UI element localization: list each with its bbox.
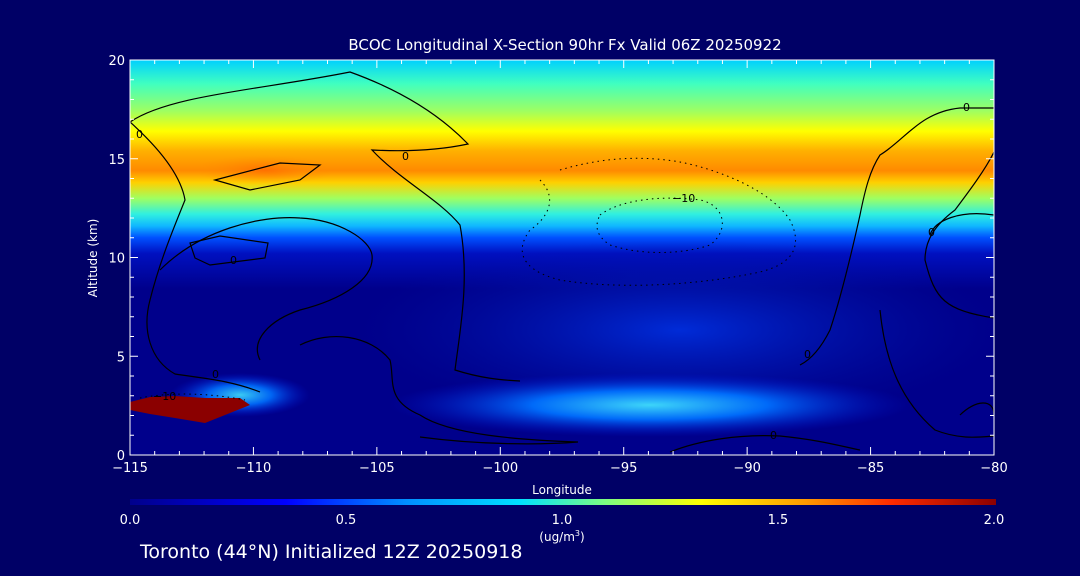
colorbar-tick-label: 1.5 (768, 513, 789, 528)
contour-label: 0 (230, 254, 237, 267)
x-tick-label: −90 (733, 461, 760, 476)
colorbar-unit-text: (ug/m (539, 530, 575, 544)
contour-label: 0 (212, 368, 219, 381)
x-tick-label: −85 (857, 461, 884, 476)
colorbar-tick-label: 1.0 (552, 513, 573, 528)
mid-level-blue-region (360, 240, 994, 420)
run-info-caption: Toronto (44°N) Initialized 12Z 20250918 (140, 541, 523, 563)
colorbar-tick-label: 0.0 (120, 513, 141, 528)
contour-label: −10 (672, 192, 695, 205)
x-tick-label: −110 (236, 461, 272, 476)
plot-area: 0 0 0 −10 0 0 0 −10 0 0 (130, 60, 994, 455)
y-tick-label: 10 (108, 252, 125, 267)
x-tick-label: −115 (112, 461, 148, 476)
colorbar-tick-label: 0.5 (336, 513, 357, 528)
x-axis: −115 −110 −105 −100 −95 −90 −85 −80 (112, 60, 1008, 476)
low-level-aerosol-layer (390, 373, 910, 437)
x-tick-label: −80 (980, 461, 1007, 476)
surface-band (130, 440, 994, 455)
colorbar-ticks: 0.0 0.5 1.0 1.5 2.0 (120, 513, 1005, 528)
contour-label: 0 (402, 150, 409, 163)
x-tick-label: −105 (359, 461, 395, 476)
y-axis-label: Altitude (km) (86, 219, 100, 298)
x-tick-label: −95 (610, 461, 637, 476)
y-tick-label: 5 (117, 350, 125, 365)
x-axis-label: Longitude (532, 483, 592, 497)
colorbar-gradient (130, 499, 996, 505)
y-tick-label: 0 (117, 449, 125, 464)
colorbar-unit-superscript: 3 (575, 529, 580, 538)
x-tick-label: −100 (482, 461, 518, 476)
high-concentration-plume (130, 396, 250, 423)
upper-layer-hotspot (195, 155, 335, 185)
colorbar-unit-close: ) (580, 530, 585, 544)
contour-label: 0 (963, 101, 970, 114)
y-axis: 0 5 10 15 20 (108, 54, 994, 464)
chart-title: BCOC Longitudinal X-Section 90hr Fx Vali… (348, 36, 781, 54)
contour-label: 0 (804, 348, 811, 361)
contour-label: 0 (136, 128, 143, 141)
contour-label: 0 (770, 429, 777, 442)
contour-label: 0 (928, 226, 935, 239)
y-tick-label: 20 (108, 54, 125, 69)
contour-label: −10 (153, 390, 176, 403)
y-tick-label: 15 (108, 153, 125, 168)
negative-contour-lines (139, 157, 796, 401)
colorbar-tick-label: 2.0 (984, 513, 1005, 528)
contour-lines (130, 71, 994, 453)
colorbar: 0.0 0.5 1.0 1.5 2.0 (ug/m3) (120, 499, 1005, 544)
colorbar-unit: (ug/m3) (539, 529, 584, 544)
